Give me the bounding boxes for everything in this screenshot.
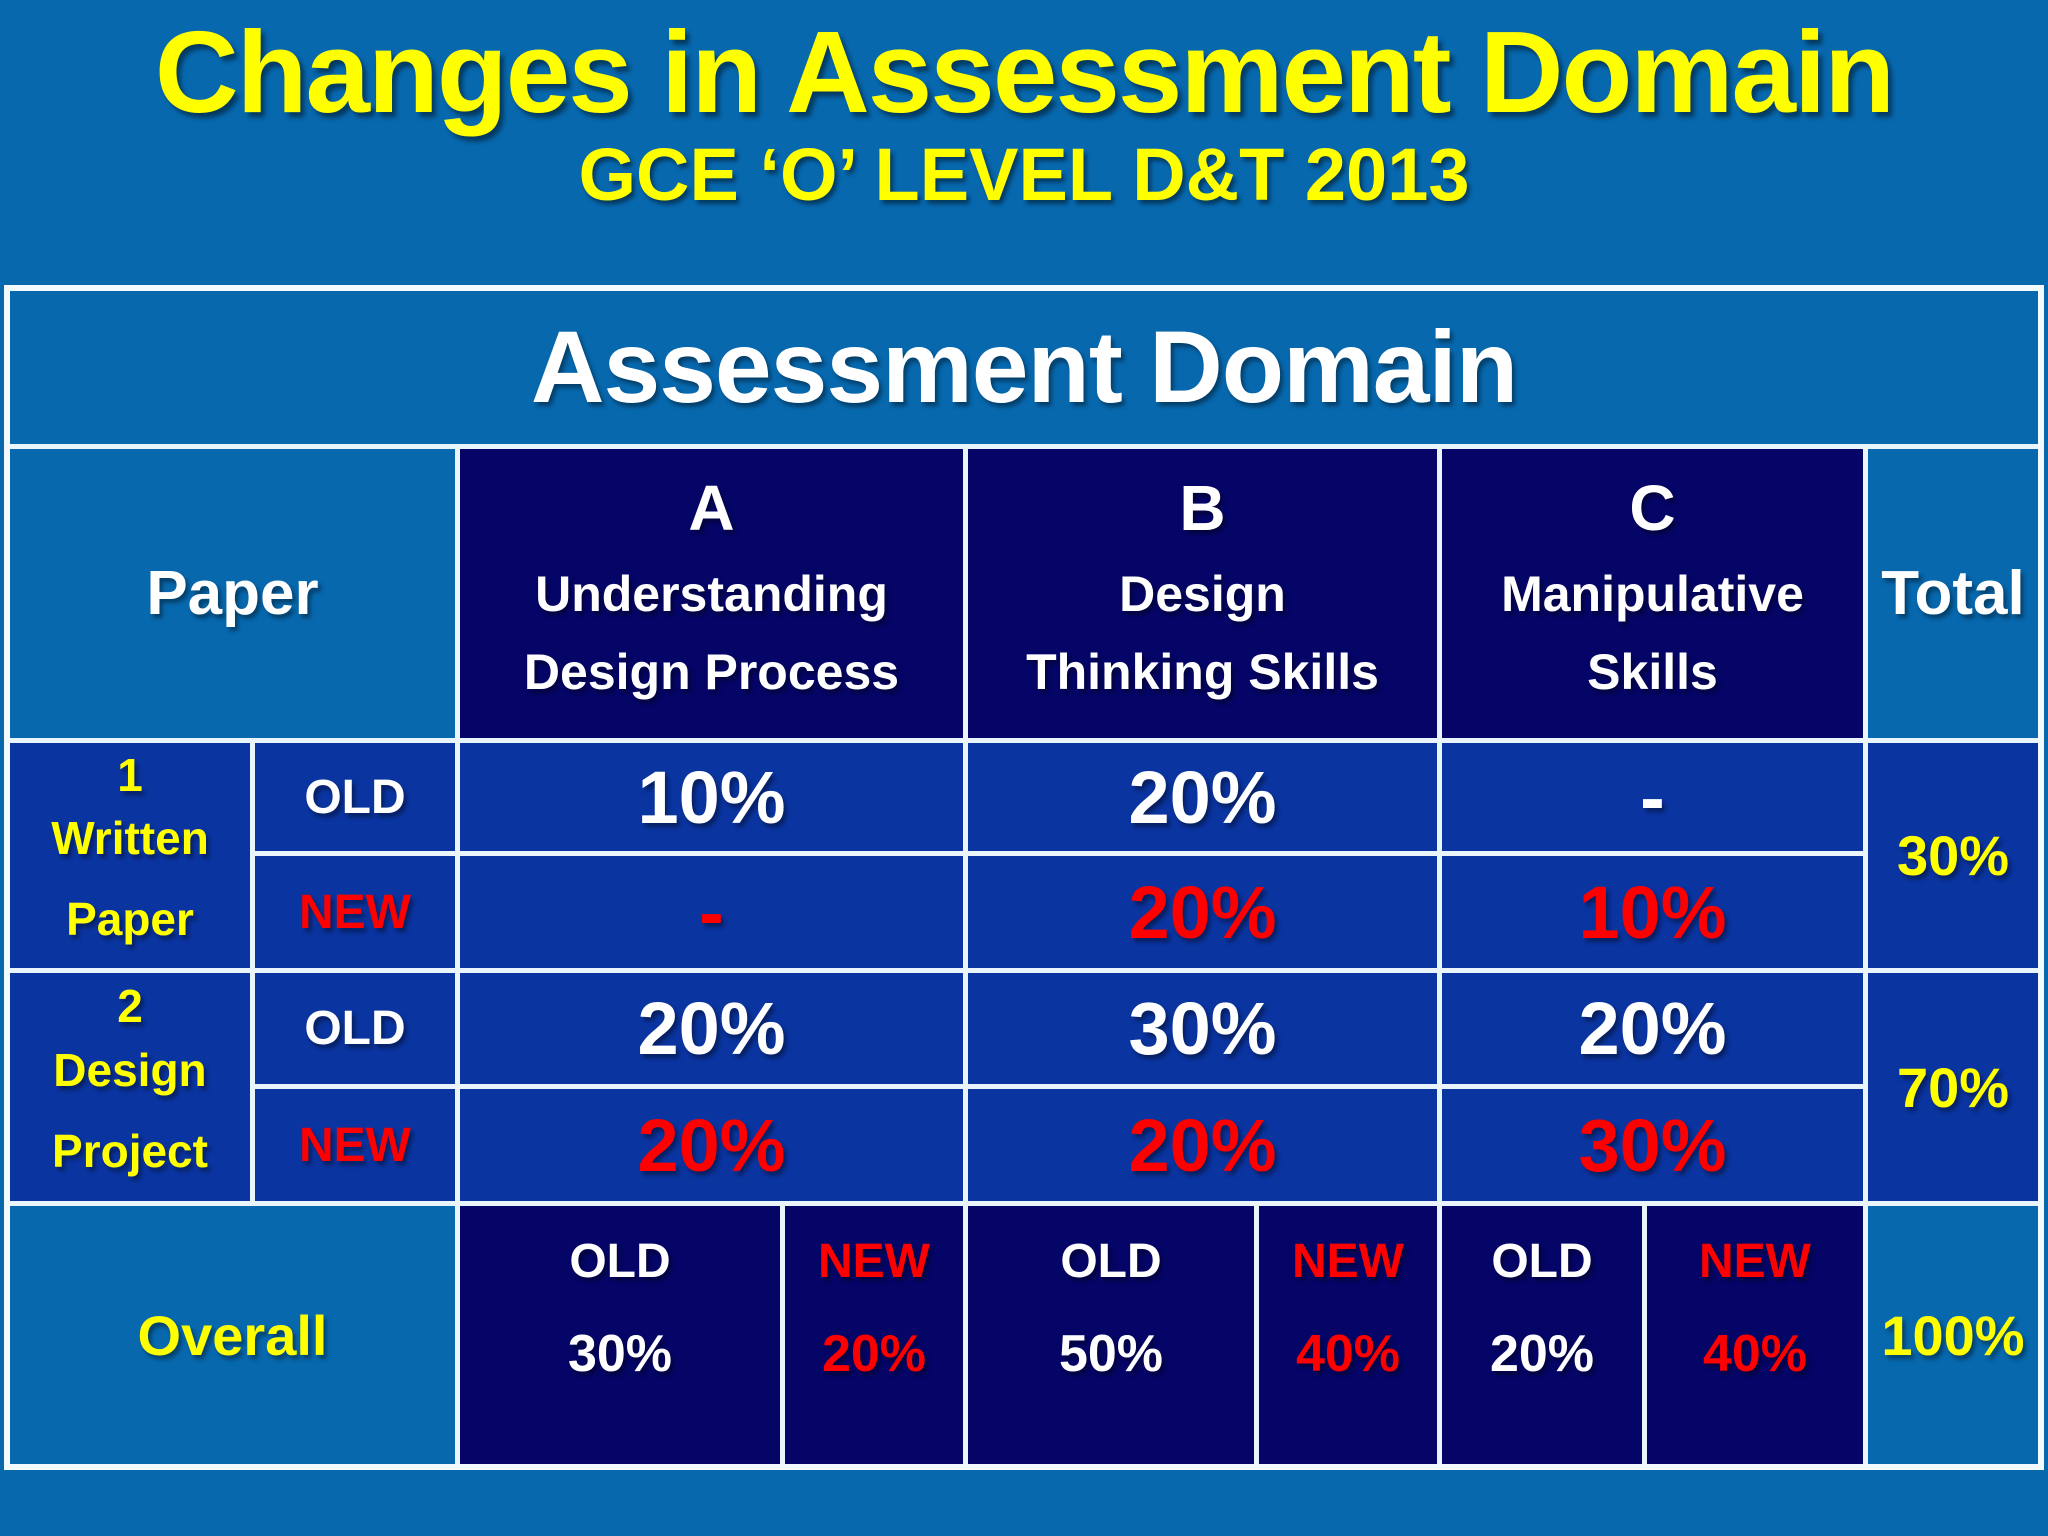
overall-c-old: OLD 20% [1442,1206,1642,1464]
row-2-old-cell-a: 20% [460,973,963,1084]
row-2-name: Design Project [52,1044,208,1177]
slide-title: Changes in Assessment Domain [154,7,1895,137]
overall-a-new-label: NEW [818,1235,930,1288]
overall-b-new-label: NEW [1292,1235,1404,1288]
row-2-old-cell-b: 30% [968,973,1437,1084]
overall-c-old-label: OLD [1491,1235,1593,1288]
overall-c-old-value: 20% [1489,1325,1595,1383]
overall-b-old-value: 50% [1058,1325,1164,1383]
row-1-name: Written Paper [51,812,209,945]
row-1-old-cell-c: - [1442,743,1863,851]
domain-b-letter: B [1179,471,1226,544]
overall-total: 100% [1868,1206,2038,1464]
overall-b-old: OLD 50% [968,1206,1254,1464]
row-2-new-cell-b: 20% [968,1089,1437,1201]
col-header-domain-b: B Design Thinking Skills [968,449,1437,738]
overall-label: Overall [10,1206,455,1464]
col-header-paper: Paper [10,449,455,738]
overall-b-new: NEW 40% [1259,1206,1437,1464]
row-1-total: 30% [1868,743,2038,968]
row-1-new-cell-a: - [460,856,963,968]
overall-a-old: OLD 30% [460,1206,780,1464]
row-written-paper-label: 1 Written Paper [10,743,250,968]
overall-c-new-value: 40% [1702,1325,1808,1383]
domain-a-name: Understanding Design Process [523,566,900,700]
overall-c-new: NEW 40% [1647,1206,1863,1464]
table-title: Assessment Domain [10,291,2038,444]
title-area: Changes in Assessment Domain GCE ‘O’ LEV… [0,0,2048,283]
domain-a-letter: A [688,471,735,544]
overall-a-new-value: 20% [821,1325,927,1383]
row-2-new-cell-c: 30% [1442,1089,1863,1201]
row-1-old-label: OLD [255,743,455,851]
row-1-new-label: NEW [255,856,455,968]
overall-a-old-value: 30% [567,1325,673,1383]
row-2-old-cell-c: 20% [1442,973,1863,1084]
row-2-old-label: OLD [255,973,455,1084]
row-1-number: 1 [117,748,143,801]
overall-a-new: NEW 20% [785,1206,963,1464]
row-2-new-cell-a: 20% [460,1089,963,1201]
domain-b-name: Design Thinking Skills [1026,566,1379,700]
row-2-number: 2 [117,979,143,1032]
col-header-domain-c: C Manipulative Skills [1442,449,1863,738]
overall-b-old-label: OLD [1060,1235,1162,1288]
row-1-new-cell-c: 10% [1442,856,1863,968]
row-1-old-cell-b: 20% [968,743,1437,851]
col-header-domain-a: A Understanding Design Process [460,449,963,738]
overall-a-old-label: OLD [569,1235,671,1288]
col-header-total: Total [1868,449,2038,738]
overall-b-new-value: 40% [1295,1325,1401,1383]
row-2-total: 70% [1868,973,2038,1201]
slide-subtitle: GCE ‘O’ LEVEL D&T 2013 [578,132,1470,216]
domain-c-letter: C [1629,471,1676,544]
row-1-old-cell-a: 10% [460,743,963,851]
row-2-new-label: NEW [255,1089,455,1201]
row-design-project-label: 2 Design Project [10,973,250,1201]
assessment-table: Assessment Domain Paper A Understanding … [4,285,2044,1470]
domain-c-name: Manipulative Skills [1501,566,1804,700]
row-1-new-cell-b: 20% [968,856,1437,968]
overall-c-new-label: NEW [1699,1235,1811,1288]
